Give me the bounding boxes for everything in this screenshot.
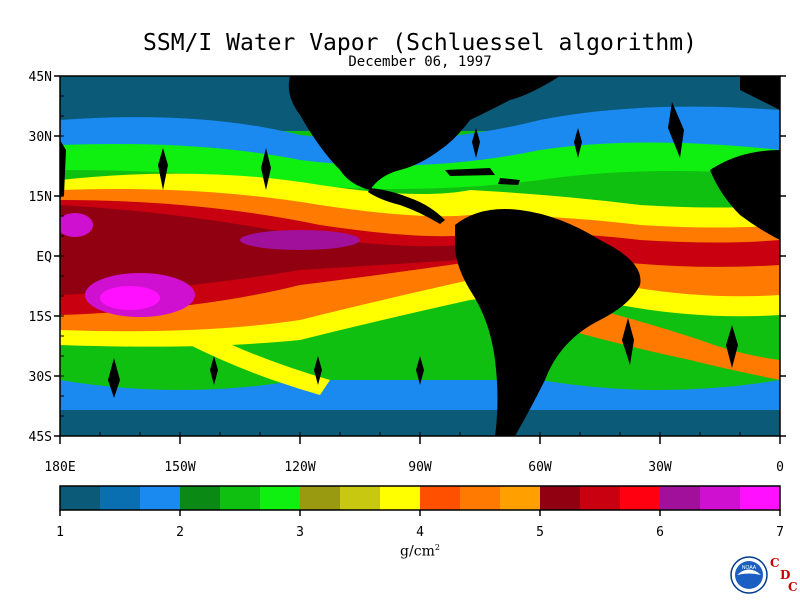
data-gap [472,128,480,158]
cdc-letter-c2: C [788,580,798,594]
data-gap [158,148,168,190]
lat-label: 45N [29,70,52,85]
lat-label: 45S [29,430,52,445]
lon-label: 90W [408,460,432,475]
colorbar-swatch [660,486,701,510]
colorbar-swatch [700,486,741,510]
data-gap [668,102,684,158]
colorbar-swatch [60,486,101,510]
cdc-logo: C D C [768,556,800,596]
colorbar [59,485,781,511]
data-gap [261,148,271,190]
colorbar-swatch [220,486,261,510]
map-title: SSM/I Water Vapor (Schluessel algorithm) [143,30,697,56]
data-gap [210,356,218,385]
colorbar-swatch [300,486,341,510]
colorbar-label: 2 [176,525,184,540]
lon-label: 60W [528,460,552,475]
colorbar-swatch [580,486,621,510]
data-gap [574,128,582,158]
lon-label: 0 [776,460,784,475]
colorbar-label: 7 [776,525,784,540]
colorbar-label: 1 [56,525,64,540]
colorbar-label: 5 [536,525,544,540]
latitude-axis: 45N 30N 15N EQ 15S 30S 45S [29,70,786,445]
colorbar-swatch [140,486,181,510]
colorbar-swatch [100,486,141,510]
colorbar-swatch [620,486,661,510]
water-vapor-field [60,76,780,436]
north-america-landmass [288,76,560,190]
lat-label: 30N [29,130,52,145]
lat-label: EQ [36,250,52,265]
colorbar-swatch [460,486,501,510]
colorbar-swatch [180,486,221,510]
africa-landmass [710,150,780,240]
greenland-landmass [740,76,780,110]
lon-label: 180E [44,460,75,475]
colorbar-swatch [540,486,581,510]
data-gap [314,356,322,385]
cdc-letter-c1: C [770,556,780,570]
colorbar-swatch [380,486,421,510]
colorbar-label: 6 [656,525,664,540]
asia-edge-landmass [60,140,66,198]
colorbar-swatch [500,486,541,510]
lat-label: 30S [29,370,52,385]
cdc-letter-d: D [780,568,791,582]
units-label: g/cm2 [400,543,440,560]
south-america-landmass [455,209,641,436]
lat-label: 15S [29,310,52,325]
land-masses [60,76,780,436]
colorbar-tick-labels: 1 2 3 4 5 6 7 [56,510,784,540]
noaa-logo: NOAA [730,556,768,594]
lon-label: 120W [284,460,315,475]
caribbean-islands [445,168,520,185]
colorbar-swatch [340,486,381,510]
data-gap [726,325,738,368]
colorbar-swatch [260,486,301,510]
central-america-landmass [368,188,445,224]
colorbar-label: 3 [296,525,304,540]
data-gap [416,356,424,385]
colorbar-swatch [740,486,781,510]
map-date: December 06, 1997 [348,54,492,70]
data-gap [108,358,120,398]
colorbar-swatch [420,486,461,510]
colorbar-label: 4 [416,525,424,540]
lat-label: 15N [29,190,52,205]
lon-label: 150W [164,460,195,475]
data-gap [622,318,634,365]
longitude-axis: 180E 150W 120W 90W 60W 30W 0 [44,432,784,475]
lon-label: 30W [648,460,672,475]
svg-text:NOAA: NOAA [742,565,757,571]
